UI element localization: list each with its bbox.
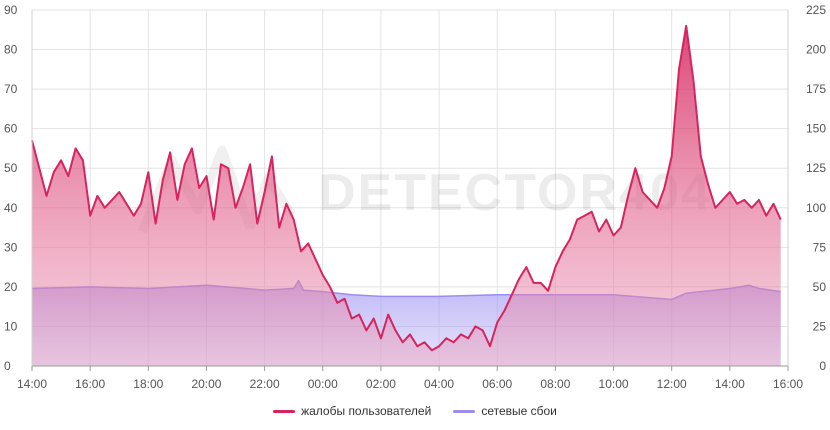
x-tick-label: 02:00 bbox=[366, 377, 396, 391]
x-tick-label: 00:00 bbox=[308, 377, 338, 391]
y-right-tick-label: 200 bbox=[806, 43, 826, 57]
series-complaints-line bbox=[31, 24, 782, 352]
y-left-tick-label: 70 bbox=[4, 82, 18, 96]
y-left-tick-label: 80 bbox=[4, 43, 18, 57]
y-right-tick-label: 150 bbox=[806, 122, 826, 136]
y-left-tick-label: 40 bbox=[4, 201, 18, 215]
legend-label-outages: сетевые сбои bbox=[481, 404, 557, 418]
x-tick-label: 16:00 bbox=[75, 377, 105, 391]
x-tick-label: 14:00 bbox=[715, 377, 745, 391]
x-tick-label: 18:00 bbox=[133, 377, 163, 391]
y-right-tick-label: 0 bbox=[819, 359, 826, 373]
y-left-tick-label: 20 bbox=[4, 280, 18, 294]
y-right-tick-label: 75 bbox=[813, 240, 827, 254]
y-right-tick-label: 225 bbox=[806, 3, 826, 17]
legend-label-complaints: жалобы пользователей bbox=[301, 404, 432, 418]
x-tick-label: 04:00 bbox=[424, 377, 454, 391]
legend-swatch-outages bbox=[453, 409, 476, 413]
y-axis-right-ticks: 0 25 50 75 100 125 150 175 200 225 bbox=[806, 3, 826, 373]
x-tick-label: 06:00 bbox=[482, 377, 512, 391]
y-left-tick-label: 10 bbox=[4, 319, 18, 333]
x-axis-ticks: 14:00 16:00 18:00 20:00 22:00 00:00 02:00 04:00… bbox=[17, 366, 803, 391]
y-left-tick-label: 50 bbox=[4, 161, 18, 175]
y-left-tick-label: 90 bbox=[4, 3, 18, 17]
series-area-complaints bbox=[31, 24, 782, 367]
x-tick-label: 08:00 bbox=[540, 377, 570, 391]
x-tick-label: 12:00 bbox=[657, 377, 687, 391]
y-left-tick-label: 0 bbox=[4, 359, 11, 373]
x-tick-label: 20:00 bbox=[191, 377, 221, 391]
y-right-tick-label: 175 bbox=[806, 82, 826, 96]
legend: жалобы пользователей сетевые сбои bbox=[0, 404, 830, 418]
series-complaints-fill bbox=[32, 25, 781, 367]
chart: DETECTOR404 14:00 16:00 18:00 20:00 22:00 00:… bbox=[4, 3, 826, 391]
legend-item-outages[interactable]: сетевые сбои bbox=[453, 404, 557, 418]
y-axis-left-ticks: 0 10 20 30 40 50 60 70 80 90 bbox=[4, 3, 18, 373]
x-tick-label: 10:00 bbox=[599, 377, 629, 391]
y-right-tick-label: 25 bbox=[813, 319, 827, 333]
axes bbox=[31, 10, 789, 367]
y-right-tick-label: 50 bbox=[813, 280, 827, 294]
y-right-tick-label: 125 bbox=[806, 161, 826, 175]
legend-swatch-complaints bbox=[273, 409, 296, 413]
x-tick-label: 22:00 bbox=[250, 377, 280, 391]
y-left-tick-label: 30 bbox=[4, 240, 18, 254]
legend-item-complaints[interactable]: жалобы пользователей bbox=[273, 404, 431, 418]
x-tick-label: 16:00 bbox=[773, 377, 803, 391]
x-tick-label: 14:00 bbox=[17, 377, 47, 391]
y-right-tick-label: 100 bbox=[806, 201, 826, 215]
y-left-tick-label: 60 bbox=[4, 122, 18, 136]
